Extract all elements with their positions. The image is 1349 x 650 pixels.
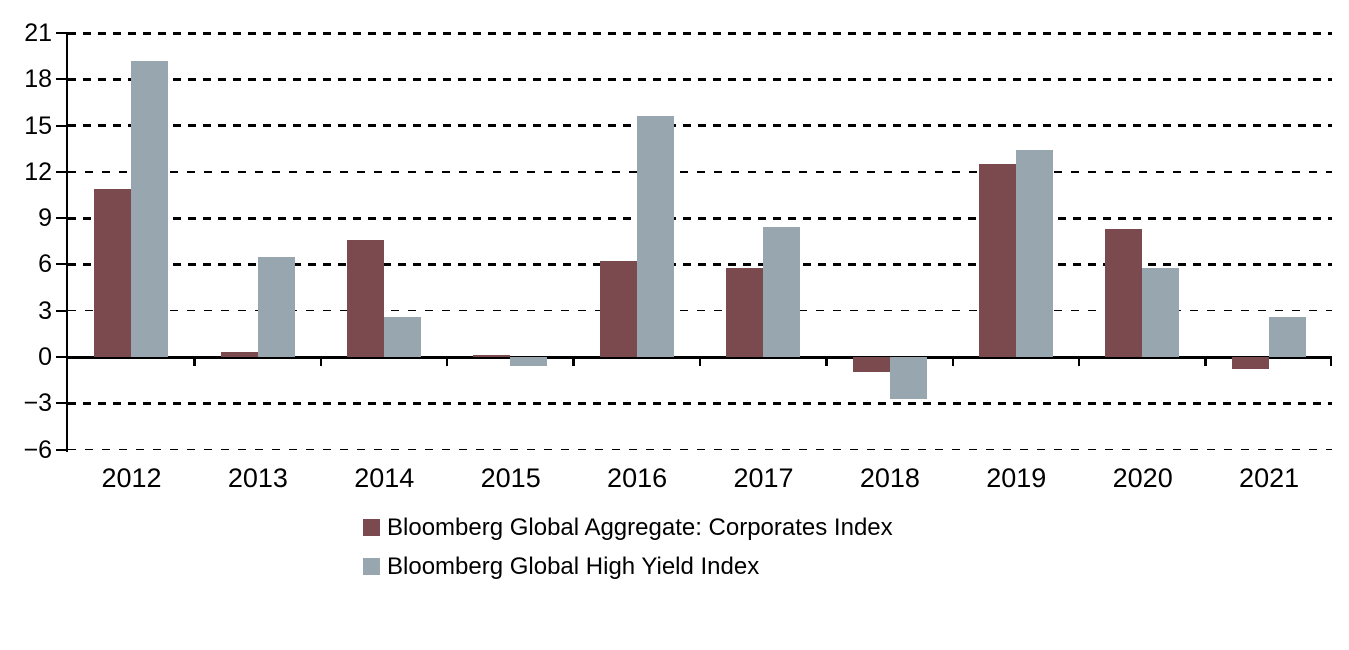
bar-corporates-2018 [852, 357, 890, 373]
legend-label-corporates: Bloomberg Global Aggregate: Corporates I… [387, 513, 893, 541]
x-axis-tick [1204, 357, 1207, 366]
gridline-12 [68, 171, 1332, 173]
bar-corporates-2017 [726, 267, 764, 357]
x-label-2015: 2015 [480, 463, 541, 493]
x-axis-tick [825, 357, 828, 366]
x-axis-tick [572, 357, 575, 366]
bar-high-yield-2014 [384, 316, 421, 357]
legend: Bloomberg Global Aggregate: Corporates I… [363, 508, 893, 586]
gridline-15 [68, 124, 1332, 128]
bar-corporates-2016 [599, 261, 637, 357]
y-label-15: 15 [24, 111, 52, 140]
x-label-2020: 2020 [1112, 463, 1173, 493]
x-axis-tick [698, 357, 702, 366]
legend-swatch-corporates-icon [363, 519, 380, 536]
y-axis-tick-18 [56, 78, 68, 81]
bar-corporates-2012 [94, 188, 132, 357]
legend-item-corporates: Bloomberg Global Aggregate: Corporates I… [363, 508, 893, 547]
bar-corporates-2020 [1105, 228, 1143, 357]
x-axis-tick [193, 357, 196, 366]
y-axis-tick-9 [56, 217, 68, 220]
bar-high-yield-2020 [1142, 267, 1180, 357]
x-axis-end-tick [1329, 357, 1332, 366]
y-axis-line [66, 33, 68, 452]
gridline--6 [68, 448, 1332, 451]
gridline-9 [68, 216, 1332, 220]
y-label-9: 9 [38, 204, 52, 233]
y-axis-tick-3 [56, 309, 68, 312]
bar-high-yield-2021 [1268, 316, 1306, 357]
gridline-3 [68, 309, 1332, 312]
y-label--3: −3 [23, 389, 52, 418]
bar-high-yield-2015 [510, 357, 548, 367]
y-axis-tick-6 [56, 263, 68, 266]
x-label-2014: 2014 [354, 463, 415, 493]
y-label-6: 6 [38, 250, 52, 279]
gridline-21 [68, 31, 1332, 35]
bar-corporates-2021 [1231, 357, 1269, 370]
x-label-2017: 2017 [733, 463, 794, 493]
x-axis-tick [951, 357, 955, 366]
x-axis-tick [445, 357, 449, 366]
legend-item-high-yield: Bloomberg Global High Yield Index [363, 547, 893, 586]
bar-corporates-2013 [220, 352, 258, 357]
bar-high-yield-2012 [131, 60, 169, 357]
y-axis-tick-21 [56, 32, 68, 34]
gridline--3 [68, 401, 1332, 405]
y-axis-tick-12 [56, 170, 68, 173]
y-axis-tick--3 [56, 402, 68, 405]
y-label-0: 0 [38, 343, 52, 371]
bar-high-yield-2018 [889, 357, 927, 399]
legend-label-high-yield: Bloomberg Global High Yield Index [387, 552, 760, 580]
bar-corporates-2019 [979, 164, 1016, 357]
y-label-21: 21 [24, 19, 52, 47]
bar-high-yield-2013 [257, 256, 295, 357]
x-axis-tick [319, 357, 323, 366]
x-label-2018: 2018 [859, 463, 920, 493]
y-label-3: 3 [38, 296, 52, 325]
gridline-6 [68, 262, 1332, 266]
legend-swatch-high-yield-icon [363, 558, 380, 575]
bar-high-yield-2016 [636, 116, 674, 357]
bar-corporates-2014 [347, 239, 384, 357]
x-label-2019: 2019 [986, 463, 1047, 493]
y-axis-tick-0 [56, 356, 68, 358]
x-label-2016: 2016 [607, 463, 668, 493]
y-axis-tick-15 [56, 124, 68, 127]
x-axis-tick [1077, 357, 1081, 366]
bar-high-yield-2019 [1016, 150, 1053, 357]
y-label--6: −6 [23, 435, 52, 464]
x-label-2021: 2021 [1239, 463, 1300, 493]
y-axis-tick--6 [56, 448, 68, 451]
y-label-12: 12 [24, 157, 52, 186]
x-label-2012: 2012 [101, 463, 162, 493]
bar-corporates-2015 [473, 355, 511, 357]
bar-high-yield-2017 [763, 227, 801, 357]
y-label-18: 18 [24, 65, 52, 94]
x-label-2013: 2013 [227, 463, 288, 493]
gridline-18 [68, 77, 1332, 81]
